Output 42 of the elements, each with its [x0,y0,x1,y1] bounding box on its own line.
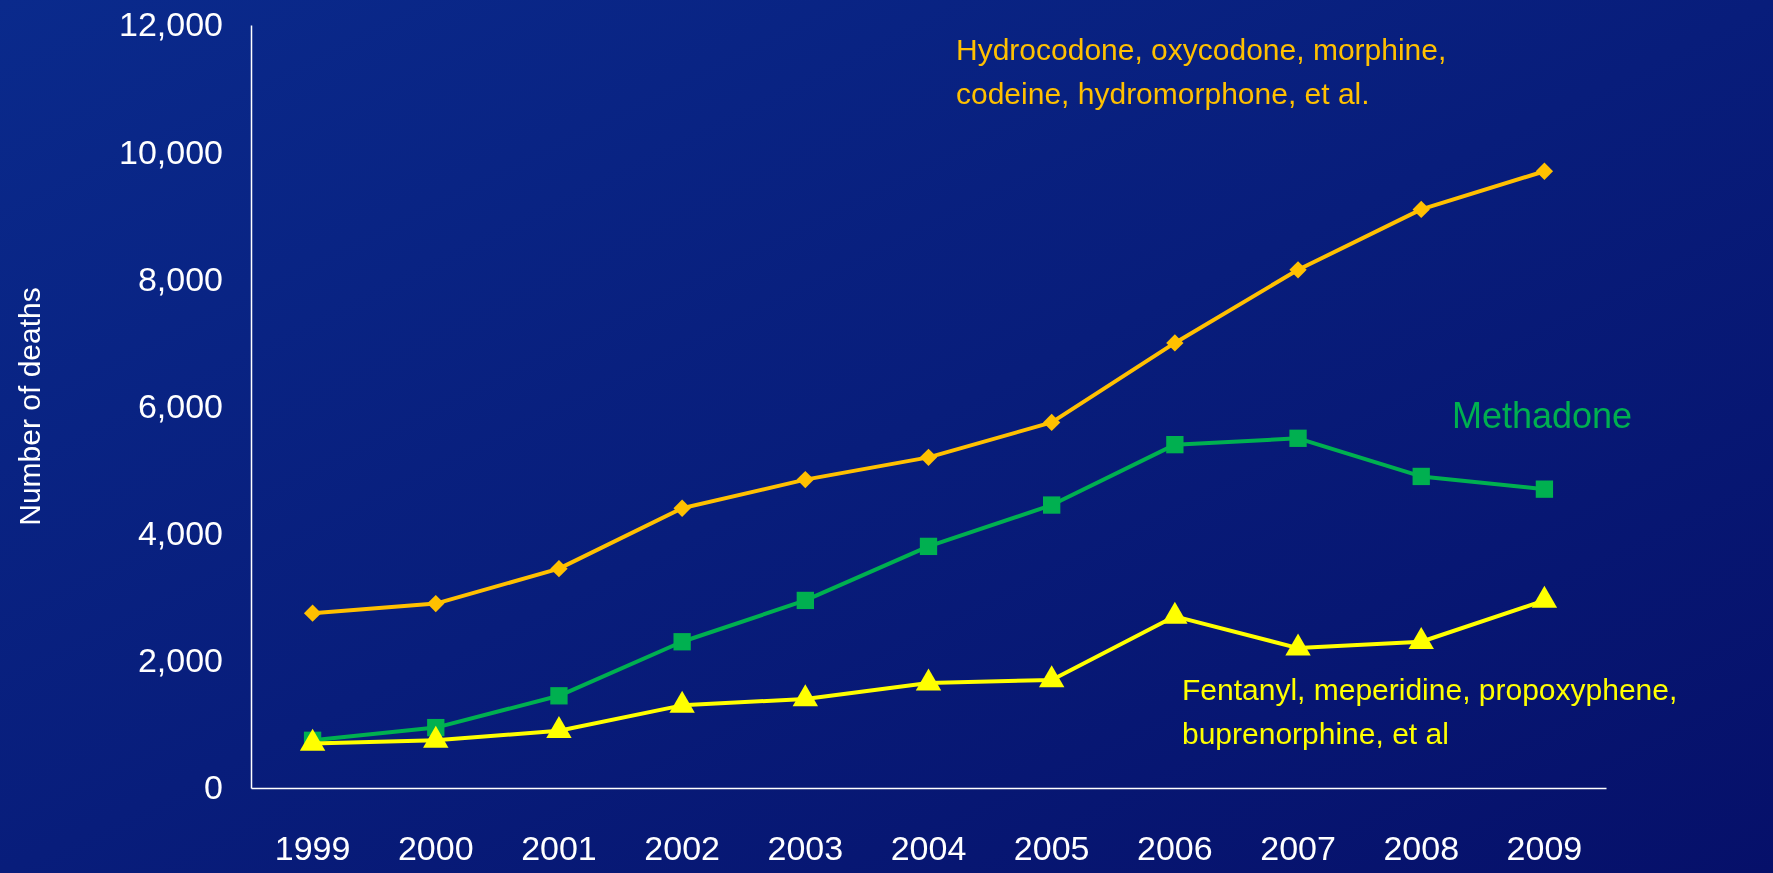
x-tick-label: 2005 [1013,829,1090,868]
y-tick-label: 0 [204,768,223,807]
point [1289,261,1307,279]
y-tick-label: 12,000 [119,5,223,44]
x-tick-label: 1999 [274,829,351,868]
point [919,537,938,556]
point [673,499,691,517]
x-tick-label: 2007 [1260,829,1336,868]
point [1043,413,1061,432]
point [796,591,814,610]
y-tick-label: 10,000 [119,132,223,171]
x-tick-label: 2003 [767,829,844,868]
point [550,559,568,578]
x-tick-label: 2009 [1506,829,1583,868]
x-tick-label: 2002 [644,829,720,868]
x-tick-label: 2006 [1137,829,1213,868]
point [1166,334,1184,352]
point [919,448,938,467]
point [1535,162,1554,180]
y-axis-title: Number of deaths [13,287,46,526]
point [1412,467,1430,486]
point [1535,480,1554,498]
x-tick-label: 2001 [521,829,597,868]
point [1289,429,1307,447]
series-label: Methadone [1452,395,1633,436]
x-tick-label: 2000 [397,829,474,868]
series-label: Fentanyl, meperidine, propoxyphene, buprenorphine, et al [1182,673,1678,750]
point [1412,200,1430,219]
text: Hydrocodone, oxycodone, morphine, codeine, hydromorphone, et al. [956,33,1447,110]
x-tick-label: 2004 [890,829,967,868]
x-tick-label: 2008 [1383,829,1460,868]
point [303,604,322,622]
point [673,633,691,651]
point [796,470,814,489]
y-tick-label: 4,000 [137,514,223,553]
point [427,594,445,613]
y-tick-label: 6,000 [137,386,223,425]
point [1166,435,1184,454]
point [1043,496,1061,514]
point [550,687,568,705]
y-tick-label: 8,000 [137,259,223,298]
y-tick-label: 2,000 [137,641,223,680]
